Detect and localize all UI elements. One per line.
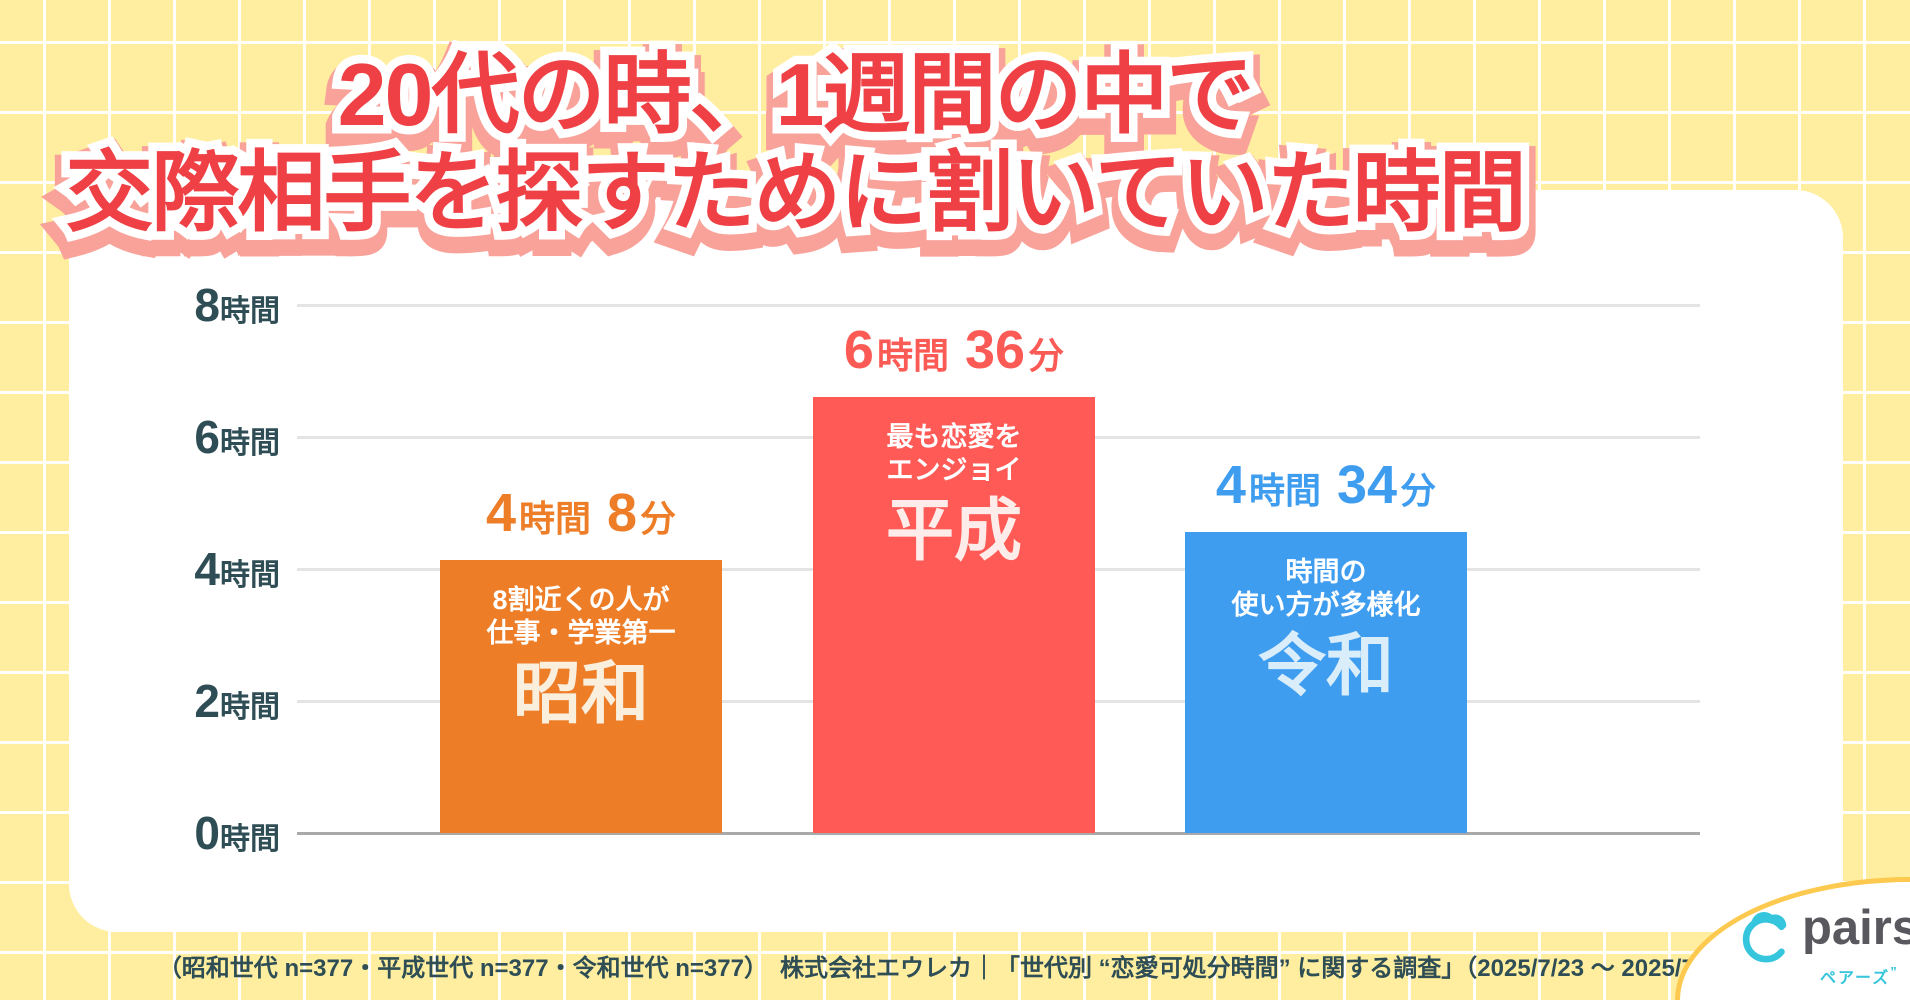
chart-title-text: 20代の時、1週間の中で 交際相手を探すために割いていた時間 — [0, 46, 1590, 242]
value-hours: 4 — [1215, 455, 1246, 515]
note-line: 時間の — [1285, 557, 1367, 587]
value-hours: 6 — [843, 320, 874, 380]
pairs-wordmark: pairs — [1802, 901, 1910, 955]
y-tick-unit: 時間 — [220, 295, 280, 328]
title-line-1: 20代の時、1週間の中で — [337, 45, 1255, 144]
y-tick-number: 0 — [194, 807, 220, 859]
y-tick-0h: 0時間 — [194, 803, 280, 863]
note-line: 最も恋愛を — [886, 422, 1022, 452]
bar-note-showa: 8割近くの人が 仕事・学業第一 — [440, 584, 722, 650]
title-line-1: 20代の時、1週間の中で — [323, 41, 1270, 169]
note-line: 8割近くの人が — [492, 585, 670, 615]
chart-title-outline-white: 20代の時、1週間の中で 交際相手を探すために割いていた時間 — [0, 37, 1590, 250]
y-tick-number: 6 — [194, 411, 220, 463]
title-line-2: 交際相手を探すために割いていた時間 — [65, 143, 1526, 242]
chart-title: 20代の時、1週間の中で 交際相手を探すために割いていた時間 20代の時、1週間の… — [0, 37, 1590, 267]
y-tick-unit: 時間 — [220, 427, 280, 460]
y-tick-number: 4 — [194, 543, 220, 595]
bar-value-label-showa: 4時間 8分 — [440, 482, 722, 544]
title-line-2: 交際相手を探すために割いていた時間 — [57, 135, 1535, 250]
bar-note-heisei: 最も恋愛を エンジョイ — [813, 421, 1095, 487]
note-line: 使い方が多様化 — [1231, 590, 1421, 620]
y-tick-6h: 6時間 — [194, 407, 280, 467]
note-line: 仕事・学業第一 — [486, 618, 676, 648]
y-tick-2h: 2時間 — [194, 671, 280, 731]
value-hours-unit: 時間 — [518, 498, 591, 539]
bar-note-reiwa: 時間の 使い方が多様化 — [1185, 556, 1467, 622]
value-minutes-unit: 分 — [1400, 470, 1437, 511]
source-note: （昭和世代 n=377・平成世代 n=377・令和世代 n=377） 株式会社エ… — [157, 955, 1753, 982]
bar-reiwa: 時間の 使い方が多様化 令和 — [1185, 532, 1467, 833]
value-minutes: 8 — [607, 483, 638, 543]
value-hours: 4 — [485, 483, 516, 543]
title-line-1: 20代の時、1週間の中で — [329, 37, 1263, 152]
bar-value-label-reiwa: 4時間 34分 — [1185, 454, 1467, 516]
bar-era-label-showa: 昭和 — [512, 656, 649, 732]
y-tick-unit: 時間 — [220, 691, 280, 724]
bar-era-label-heisei: 平成 — [885, 493, 1022, 569]
chart-title-outline-pink: 20代の時、1週間の中で 交際相手を探すために割いていた時間 — [0, 41, 1590, 267]
value-hours-unit: 時間 — [876, 335, 949, 376]
bar-showa: 8割近くの人が 仕事・学業第一 昭和 — [440, 560, 722, 833]
note-line: エンジョイ — [886, 455, 1022, 485]
value-minutes: 36 — [964, 320, 1026, 380]
value-minutes-unit: 分 — [640, 498, 677, 539]
value-minutes-unit: 分 — [1028, 335, 1065, 376]
pairs-cloud-icon — [1742, 912, 1787, 963]
y-tick-unit: 時間 — [220, 823, 280, 856]
pairs-katakana-label: ペアーズ” — [1820, 964, 1899, 988]
gridline-0h-baseline — [297, 832, 1700, 835]
y-tick-8h: 8時間 — [194, 275, 280, 335]
bar-era-label-reiwa: 令和 — [1257, 628, 1394, 704]
pairs-logo-mark: ” — [1890, 964, 1899, 979]
y-tick-number: 2 — [194, 675, 220, 727]
bar-heisei: 最も恋愛を エンジョイ 平成 — [813, 397, 1095, 833]
value-minutes: 34 — [1336, 455, 1398, 515]
y-tick-number: 8 — [194, 279, 220, 331]
title-line-2: 交際相手を探すために割いていた時間 — [50, 139, 1541, 267]
y-tick-4h: 4時間 — [194, 539, 280, 599]
y-tick-unit: 時間 — [220, 559, 280, 592]
value-hours-unit: 時間 — [1248, 470, 1321, 511]
gridline-8h — [297, 304, 1700, 307]
bar-value-label-heisei: 6時間 36分 — [813, 319, 1095, 381]
pairs-katakana-text: ペアーズ — [1820, 970, 1891, 987]
